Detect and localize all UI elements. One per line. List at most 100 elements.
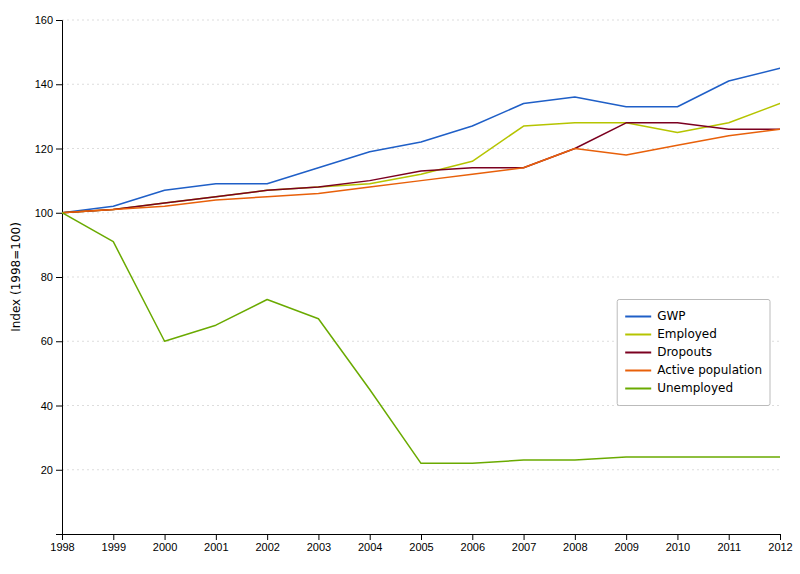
tick-label: 20 [41, 464, 53, 476]
legend-swatch [625, 370, 651, 372]
tick-label: 2002 [255, 541, 279, 553]
tick: 60 [41, 335, 62, 347]
series-line [62, 104, 780, 213]
tick: 2012 [768, 534, 792, 553]
grid-line [62, 277, 780, 278]
tick-label: 140 [35, 78, 53, 90]
tick-label: 2005 [409, 541, 433, 553]
tick-mark [56, 149, 62, 150]
legend-swatch [625, 316, 651, 318]
tick-mark [56, 277, 62, 278]
plot: 1998 1999 2000 2001 2002 2003 2004 2005 2006 2007… [35, 14, 793, 553]
tick-mark [318, 534, 319, 540]
series-line [62, 123, 780, 213]
tick: 2005 [409, 534, 433, 553]
tick-label: 60 [41, 335, 53, 347]
tick: 2006 [461, 534, 485, 553]
tick: 2011 [717, 534, 741, 553]
tick-mark [113, 534, 114, 540]
axis-line [63, 535, 781, 541]
tick-label: 2010 [666, 541, 690, 553]
tick-label: 2012 [768, 541, 792, 553]
tick: 1998 [50, 534, 74, 553]
legend-item: Unemployed [625, 381, 733, 395]
legend-swatch [625, 352, 651, 354]
tick: 20 [41, 464, 62, 476]
tick: 40 [41, 400, 62, 412]
series-line [62, 129, 780, 213]
tick-mark [729, 534, 730, 540]
tick-label: 2003 [307, 541, 331, 553]
tick-mark [780, 534, 781, 540]
grid-line [62, 84, 780, 85]
tick: 2008 [563, 534, 587, 553]
tick-mark [56, 470, 62, 471]
tick-mark [524, 534, 525, 540]
tick-label: 2004 [358, 541, 382, 553]
tick-label: 160 [35, 14, 53, 26]
tick: 120 [35, 143, 62, 155]
tick-mark [56, 406, 62, 407]
legend-label: Active population [657, 363, 762, 377]
legend-box [617, 300, 770, 406]
legend-item: Dropouts [625, 345, 712, 359]
y-axis: 20 40 60 80 100 120 140 160 [35, 14, 63, 534]
tick: 2001 [204, 534, 228, 553]
tick-mark [56, 20, 62, 21]
legend-swatch [625, 334, 651, 336]
tick-label: 2000 [153, 541, 177, 553]
tick: 100 [35, 207, 62, 219]
tick-label: 1999 [102, 541, 126, 553]
tick-label: 2011 [717, 541, 741, 553]
axis-line [56, 21, 63, 535]
grid [62, 20, 780, 470]
tick-label: 2008 [563, 541, 587, 553]
legend-item: Active population [625, 363, 762, 377]
tick-mark [677, 534, 678, 540]
tick-mark [165, 534, 166, 540]
tick: 2009 [614, 534, 638, 553]
tick-label: 80 [41, 271, 53, 283]
tick-mark [575, 534, 576, 540]
series-line [62, 213, 780, 464]
tick-mark [370, 534, 371, 540]
tick-mark [267, 534, 268, 540]
grid-line [62, 212, 780, 213]
tick-label: 2009 [614, 541, 638, 553]
tick-mark [56, 84, 62, 85]
tick: 2002 [255, 534, 279, 553]
legend-item: GWP [625, 309, 685, 323]
grid-line [62, 20, 780, 21]
legend-swatch [625, 388, 651, 390]
grid-line [62, 469, 780, 470]
tick-mark [56, 213, 62, 214]
tick-label: 1998 [50, 541, 74, 553]
tick-label: 2006 [461, 541, 485, 553]
chart: 1998 1999 2000 2001 2002 2003 2004 2005 2006 2007… [0, 0, 800, 574]
tick-label: 2007 [512, 541, 536, 553]
x-axis: 1998 1999 2000 2001 2002 2003 2004 2005 2006 2007… [50, 534, 792, 553]
tick-mark [472, 534, 473, 540]
tick: 140 [35, 78, 62, 90]
tick-label: 40 [41, 400, 53, 412]
tick-label: 2001 [204, 541, 228, 553]
legend-label: Dropouts [657, 345, 712, 359]
legend-label: Employed [657, 327, 717, 341]
series-line [62, 68, 780, 213]
tick: 2010 [666, 534, 690, 553]
legend-label: Unemployed [657, 381, 733, 395]
tick-mark [626, 534, 627, 540]
y-axis-title: Index (1998=100) [9, 222, 23, 332]
tick-mark [421, 534, 422, 540]
tick: 2003 [307, 534, 331, 553]
tick: 2007 [512, 534, 536, 553]
grid-line [62, 148, 780, 149]
tick: 2000 [153, 534, 177, 553]
tick-label: 120 [35, 143, 53, 155]
tick: 1999 [102, 534, 126, 553]
tick-label: 100 [35, 207, 53, 219]
legend: GWP Employed Dropouts Active population Unem… [617, 300, 770, 406]
tick: 2004 [358, 534, 382, 553]
tick: 160 [35, 14, 62, 26]
tick: 80 [41, 271, 62, 283]
